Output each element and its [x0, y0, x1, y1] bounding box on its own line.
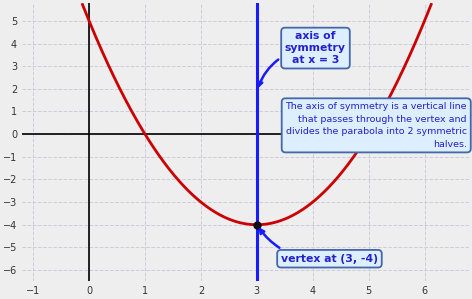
Text: vertex at (3, -4): vertex at (3, -4) [260, 229, 378, 264]
Text: axis of
symmetry
at x = 3: axis of symmetry at x = 3 [258, 31, 346, 86]
Text: The axis of symmetry is a vertical line
that passes through the vertex and
divid: The axis of symmetry is a vertical line … [286, 102, 467, 149]
